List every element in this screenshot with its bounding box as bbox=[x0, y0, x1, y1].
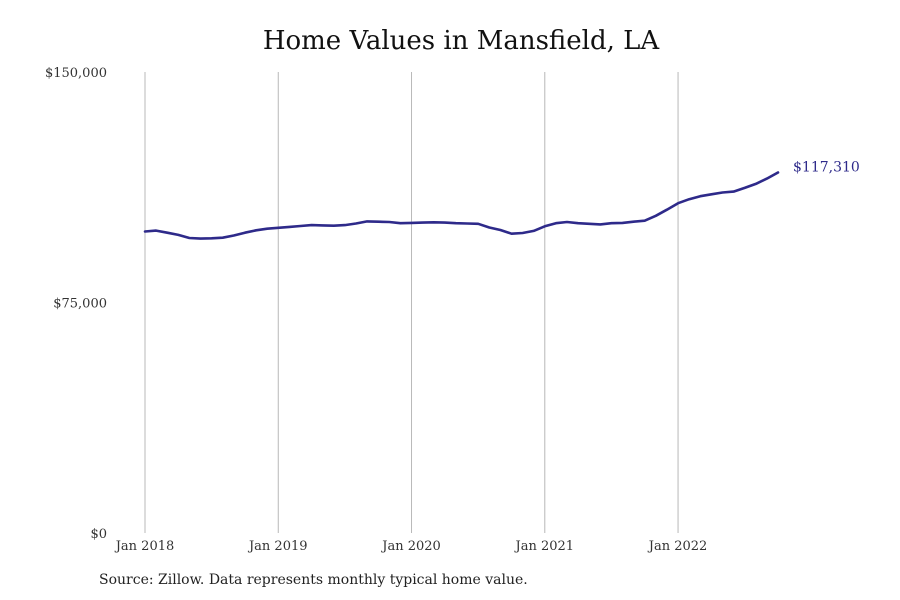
x-tick-label: Jan 2019 bbox=[247, 539, 308, 554]
x-tick-label: Jan 2018 bbox=[114, 539, 175, 554]
source-note: Source: Zillow. Data represents monthly … bbox=[99, 572, 528, 588]
y-tick-label: $150,000 bbox=[45, 66, 107, 81]
gridlines bbox=[144, 72, 679, 533]
y-axis-tick-labels: $0 $75,000 $150,000 bbox=[45, 66, 107, 542]
x-axis-tick-labels: Jan 2018 Jan 2019 Jan 2020 Jan 2021 Jan 2022 bbox=[114, 539, 708, 554]
y-tick-label: $0 bbox=[90, 527, 107, 542]
x-tick-label: Jan 2020 bbox=[380, 539, 441, 554]
chart-title: Home Values in Mansfield, LA bbox=[262, 26, 660, 56]
x-tick-label: Jan 2021 bbox=[514, 539, 575, 554]
x-tick-label: Jan 2022 bbox=[647, 539, 708, 554]
y-tick-label: $75,000 bbox=[53, 297, 107, 312]
series-line bbox=[143, 171, 780, 240]
end-value-label: $117,310 bbox=[793, 159, 860, 175]
